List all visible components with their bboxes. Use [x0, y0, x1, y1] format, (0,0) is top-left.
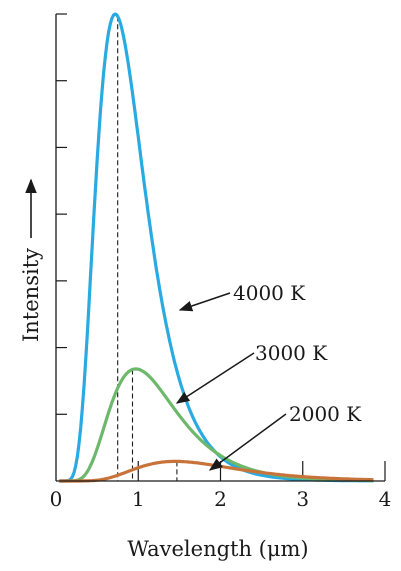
leader-arrow-2000 — [208, 413, 287, 471]
x-tick-label: 1 — [132, 487, 145, 511]
x-tick-label: 3 — [296, 487, 309, 511]
x-axis-label: Wavelength (μm) — [127, 537, 308, 561]
x-axis-tick-labels: 0 1 2 3 4 — [50, 487, 392, 511]
peak-drop-lines — [117, 16, 178, 481]
y-axis-ticks — [56, 13, 67, 415]
x-tick-label: 4 — [379, 487, 392, 511]
curve-label-2000: 2000 K — [289, 402, 362, 426]
x-tick-label: 2 — [214, 487, 227, 511]
leader-arrow-4000 — [178, 292, 231, 312]
y-axis-label-group: Intensity — [19, 178, 43, 342]
x-tick-label: 0 — [50, 487, 63, 511]
curve-label-3000: 3000 K — [255, 341, 328, 365]
leader-arrow-3000 — [175, 352, 255, 404]
curve-labels: 4000 K 3000 K 2000 K — [175, 281, 362, 471]
curve-label-4000: 4000 K — [233, 281, 306, 305]
y-axis-label: Intensity — [19, 248, 43, 342]
series-curve-2000 — [59, 459, 374, 483]
